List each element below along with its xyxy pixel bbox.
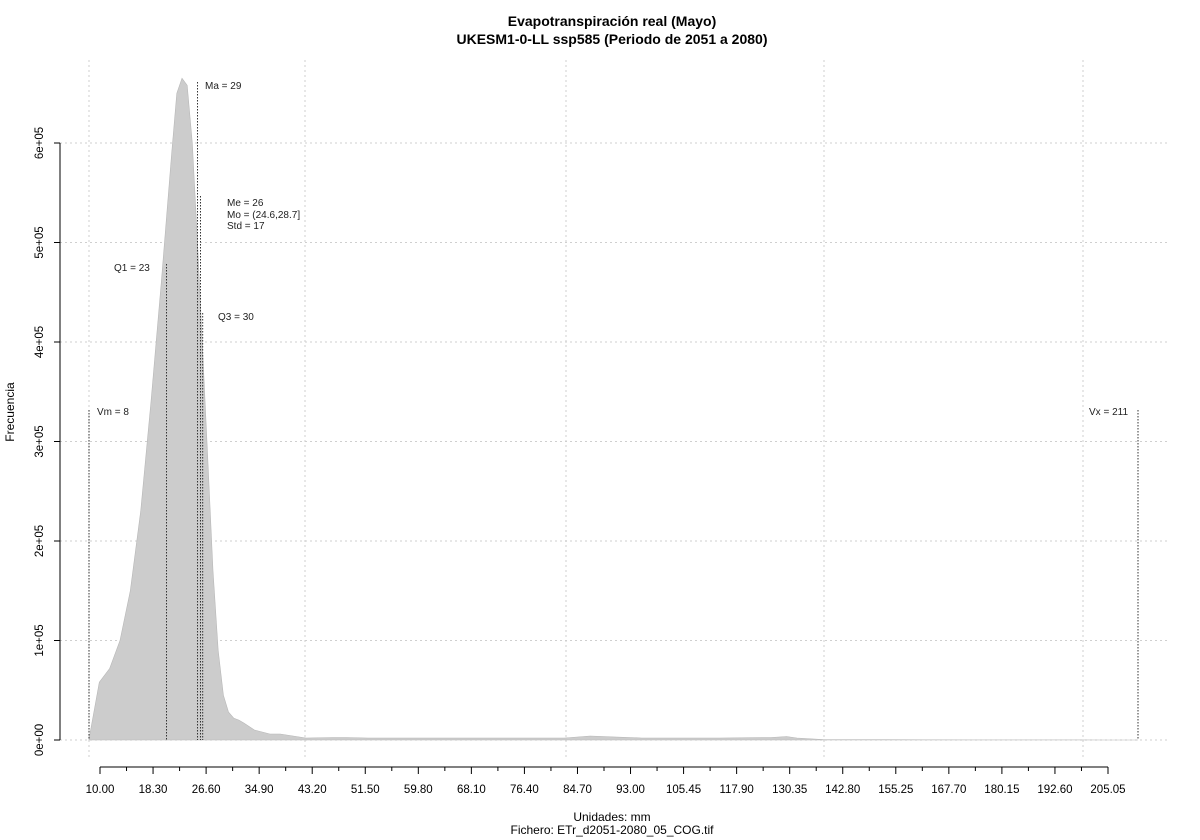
x-tick-label: 59.80 xyxy=(404,784,433,796)
x-tick-label: 34.90 xyxy=(245,784,274,796)
y-tick-label: 4e+05 xyxy=(34,326,46,358)
x-axis-label: Unidades: mm xyxy=(573,810,650,824)
x-tick-label: 180.15 xyxy=(984,784,1019,796)
x-tick-label: 205.05 xyxy=(1090,784,1125,796)
x-tick-label: 51.50 xyxy=(351,784,380,796)
x-tick-label: 43.20 xyxy=(298,784,327,796)
file-footer: Fichero: ETr_d2051-2080_05_COG.tif xyxy=(511,823,715,837)
x-tick-label: 117.90 xyxy=(719,784,753,796)
x-tick-label: 26.60 xyxy=(192,784,221,796)
stat-annotation: Std = 17 xyxy=(227,221,265,232)
stat-annotation: Mo = (24.6,28.7] xyxy=(227,210,300,221)
statistic-lines xyxy=(88,82,1139,740)
stat-annotation: Q1 = 23 xyxy=(114,263,150,274)
x-axis: 10.00 18.30 26.60 34.90 43.20 51.50 59.80 68.10… xyxy=(86,766,1126,796)
x-tick-label: 130.35 xyxy=(772,784,807,796)
x-tick-label: 167.70 xyxy=(931,784,966,796)
y-tick-label: 2e+05 xyxy=(34,525,46,557)
y-tick-label: 5e+05 xyxy=(34,226,46,258)
x-tick-label: 18.30 xyxy=(139,784,168,796)
chart-subtitle: UKESM1-0-LL ssp585 (Periodo de 2051 a 20… xyxy=(457,31,768,47)
x-tick-label: 142.80 xyxy=(825,784,860,796)
frequency-area xyxy=(88,77,1138,741)
y-axis-label: Frecuencia xyxy=(3,382,17,442)
stat-annotation: Q3 = 30 xyxy=(218,312,254,323)
y-tick-label: 3e+05 xyxy=(34,425,46,457)
grid-lines xyxy=(60,60,1170,760)
stat-annotation: Vx = 211 xyxy=(1089,407,1128,418)
y-tick-label: 1e+05 xyxy=(34,624,46,656)
stat-annotation: Me = 26 xyxy=(227,198,264,209)
chart-title: Evapotranspiración real (Mayo) xyxy=(508,13,717,29)
stat-annotation: Vm = 8 xyxy=(97,407,129,418)
x-tick-label: 76.40 xyxy=(510,784,539,796)
x-tick-label: 84.70 xyxy=(563,784,592,796)
stat-annotation: Ma = 29 xyxy=(205,81,242,92)
y-tick-label: 0e+00 xyxy=(34,724,46,756)
x-tick-label: 68.10 xyxy=(457,784,486,796)
x-tick-label: 93.00 xyxy=(616,784,645,796)
x-tick-label: 10.00 xyxy=(86,784,115,796)
y-axis: 0e+00 1e+05 2e+05 3e+05 4e+05 5e+05 6e+05 xyxy=(34,127,61,756)
x-tick-label: 192.60 xyxy=(1037,784,1072,796)
y-tick-label: 6e+05 xyxy=(34,127,46,159)
x-tick-label: 105.45 xyxy=(666,784,701,796)
x-tick-label: 155.25 xyxy=(878,784,913,796)
